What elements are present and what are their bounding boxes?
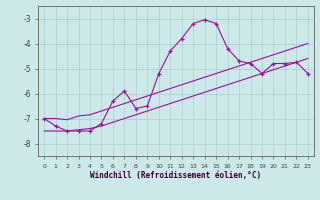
- X-axis label: Windchill (Refroidissement éolien,°C): Windchill (Refroidissement éolien,°C): [91, 171, 261, 180]
